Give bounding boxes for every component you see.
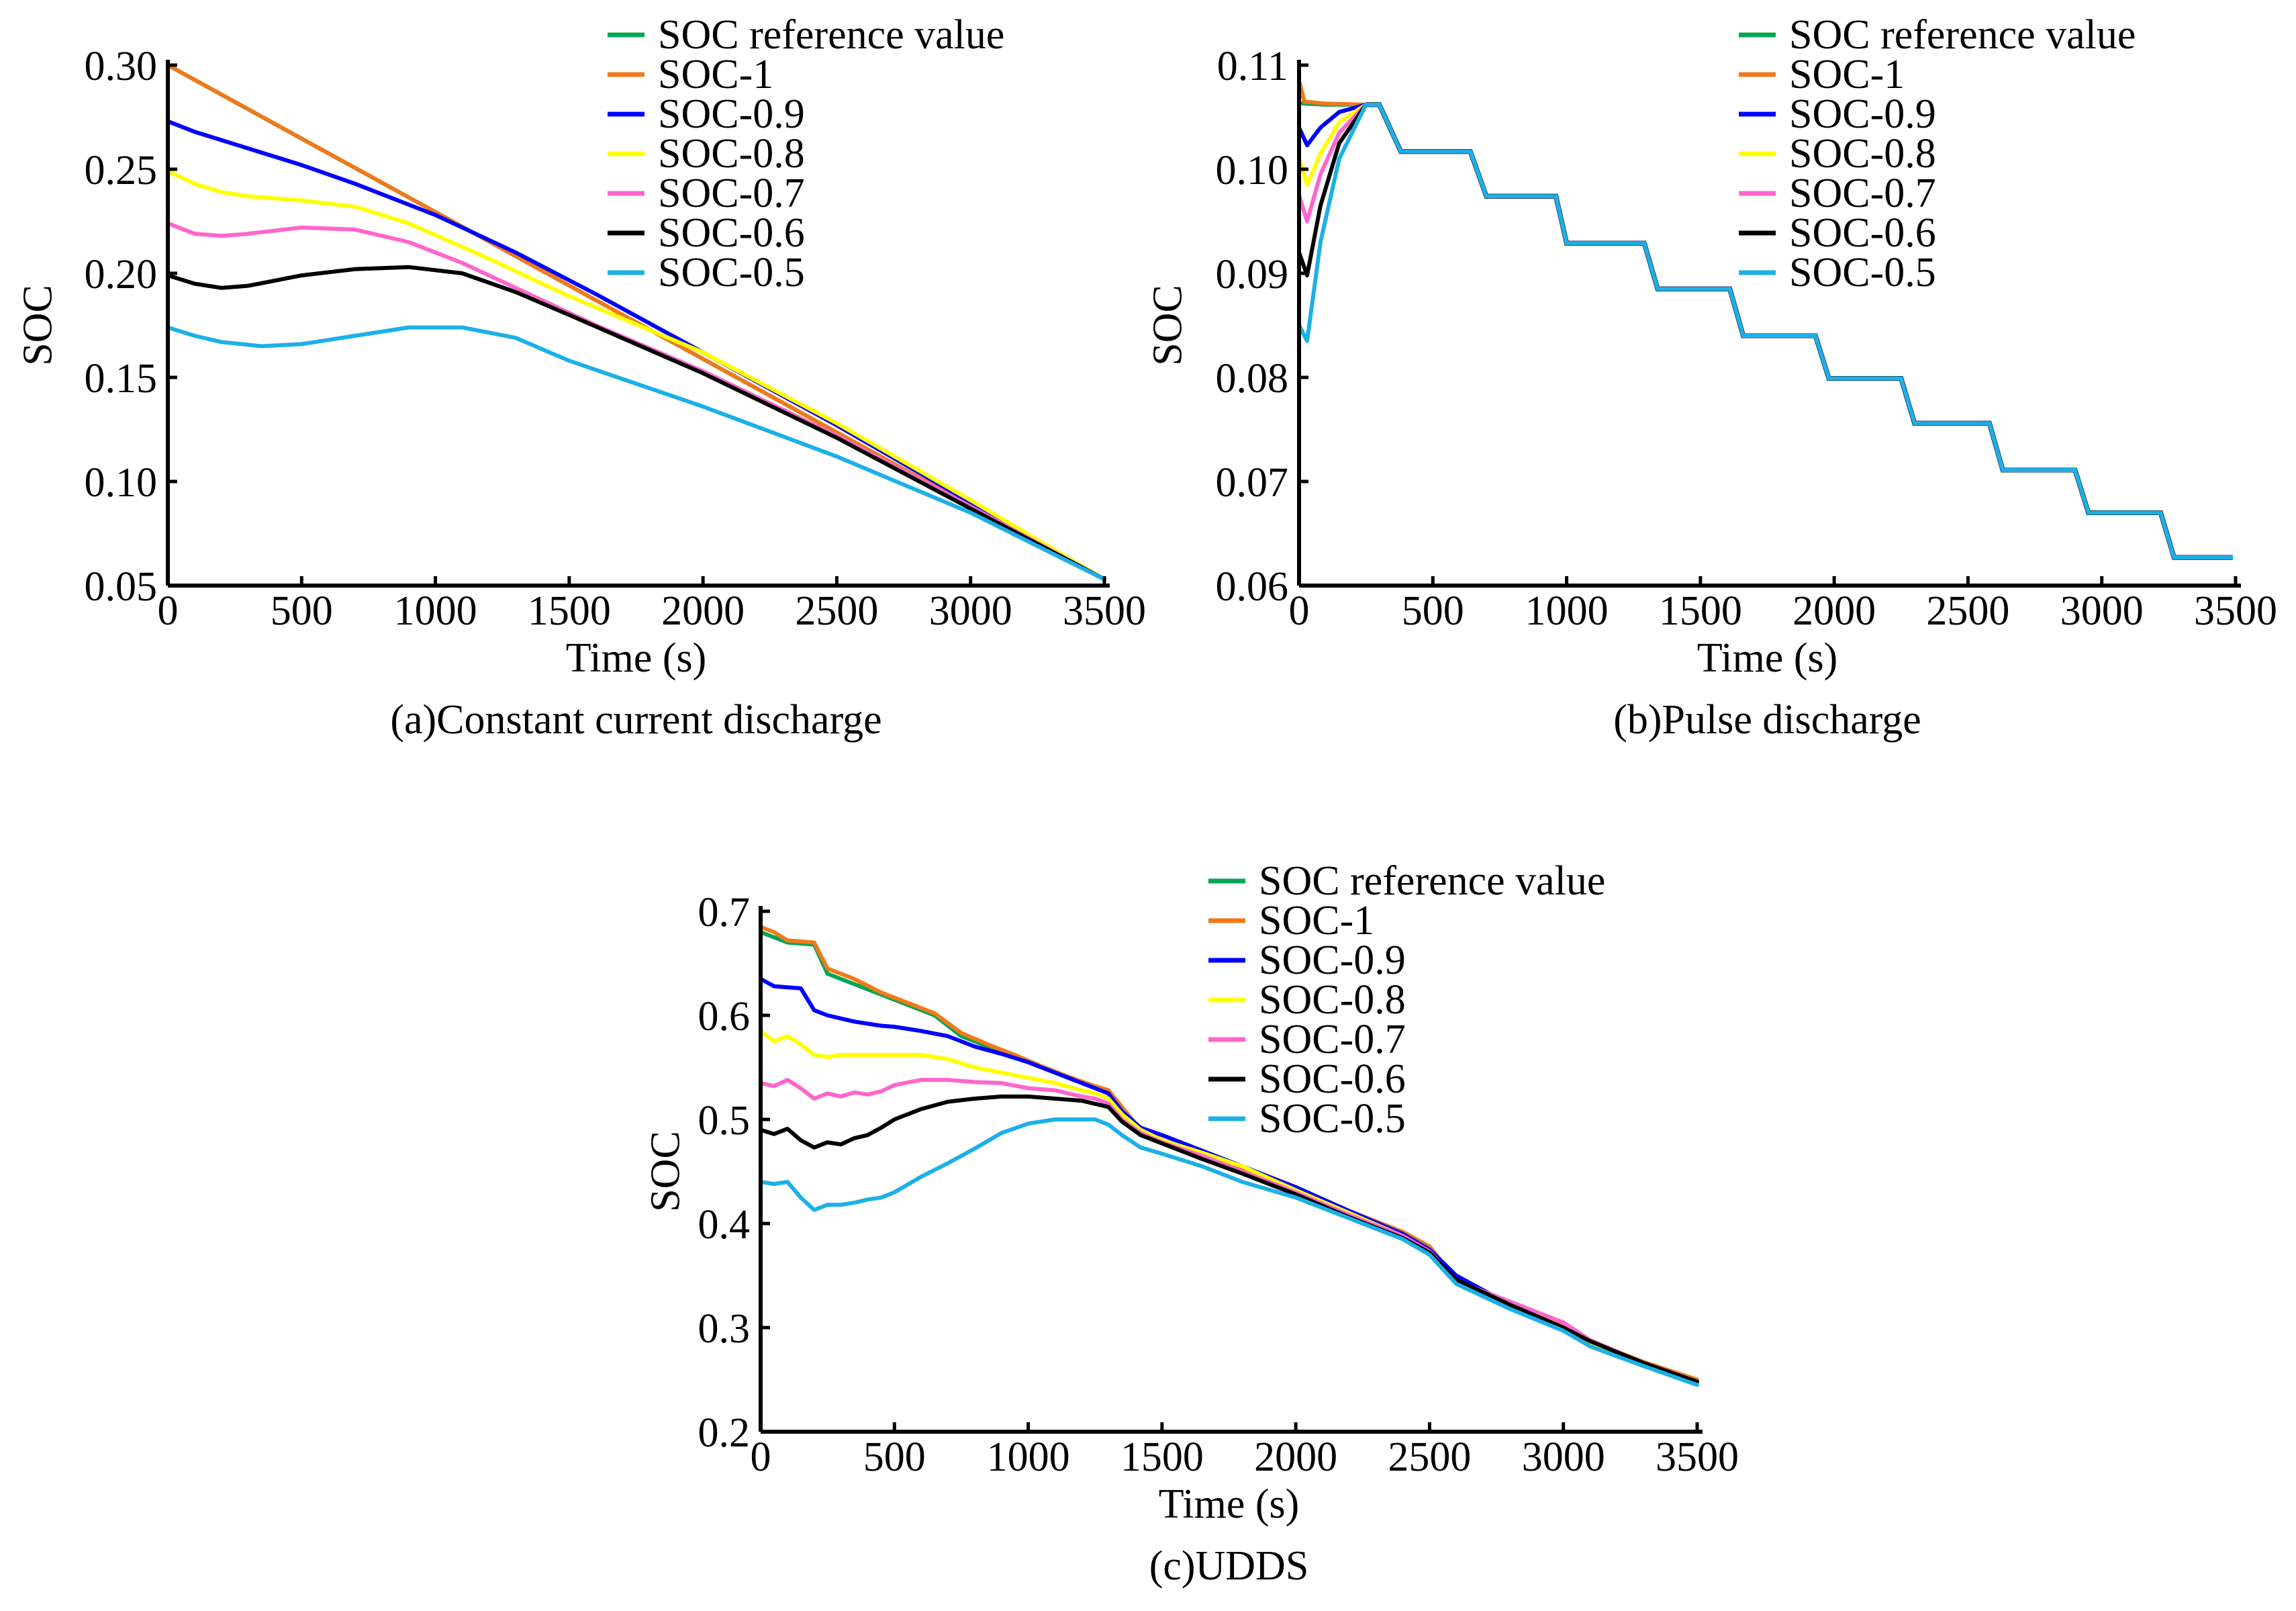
x-tick-label: 3500 (1063, 588, 1146, 634)
chart-panel-c: 0 500 1000 1500 2000 2500 3000 3500 0.2 0.3 0.4 0.5… (643, 858, 1739, 1589)
legend-label: SOC-0.7 (1789, 171, 1936, 216)
y-tick-label: 0.3 (698, 1306, 751, 1352)
series-line-b-4 (1297, 102, 1368, 224)
y-tick-label: 0.2 (698, 1410, 751, 1456)
legend-label: SOC reference value (658, 12, 1004, 58)
y-axis-title: SOC (643, 1131, 689, 1212)
y-tick-label: 0.15 (85, 356, 158, 402)
legend-label: SOC reference value (1259, 858, 1605, 904)
legend-label: SOC-1 (1789, 52, 1905, 97)
series-line-c-5 (759, 1094, 1699, 1384)
chart-caption: (a)Constant current discharge (390, 697, 881, 743)
y-tick-label: 0.11 (1217, 44, 1288, 89)
y-tick-label: 0.6 (698, 994, 751, 1040)
y-tick-label: 0.4 (698, 1202, 751, 1248)
y-tick-label: 0.10 (85, 460, 158, 506)
series-step-line-b-5 (1366, 102, 2233, 560)
legend-label: SOC-1 (658, 52, 773, 97)
x-tick-label: 2000 (661, 588, 745, 634)
x-tick-label: 2500 (1926, 588, 2009, 634)
y-axis-title: SOC (1145, 285, 1191, 366)
y-tick-label: 0.07 (1216, 460, 1289, 506)
legend-label: SOC-0.8 (658, 131, 805, 177)
x-tick-label: 3500 (1656, 1434, 1739, 1480)
legend-label: SOC-0.8 (1789, 131, 1936, 177)
legend-label: SOC-0.6 (658, 210, 805, 256)
y-tick-label: 0.10 (1216, 148, 1289, 193)
x-tick-label: 1000 (394, 588, 477, 634)
y-tick-label: 0.20 (85, 252, 158, 297)
legend: SOC reference valueSOC-1SOC-0.9SOC-0.8SO… (608, 12, 1004, 295)
x-tick-label: 2000 (1792, 588, 1876, 634)
series-line-c-6 (759, 1117, 1699, 1387)
x-tick-label: 3500 (2194, 588, 2277, 634)
series-line-b-3 (1297, 102, 1368, 187)
x-tick-label: 3000 (2060, 588, 2144, 634)
x-axis-title: Time (s) (1697, 635, 1838, 681)
y-tick-label: 0.06 (1216, 564, 1289, 610)
series-line-c-1 (759, 925, 1699, 1382)
series-line-c-4 (759, 1078, 1699, 1384)
legend-label: SOC-1 (1259, 898, 1374, 943)
legend-label: SOC reference value (1789, 12, 2136, 58)
legend-label: SOC-0.6 (1259, 1056, 1406, 1102)
x-axis-title: Time (s) (1159, 1481, 1300, 1527)
legend-label: SOC-0.7 (1259, 1017, 1406, 1062)
series-line-a-6 (166, 325, 1106, 582)
y-tick-label: 0.5 (698, 1098, 751, 1144)
chart-panel-b: 0 500 1000 1500 2000 2500 3000 3500 0.06 0.07 0.08… (1145, 12, 2277, 743)
x-axis-title: Time (s) (566, 635, 707, 681)
y-tick-label: 0.09 (1216, 252, 1289, 297)
series-line-b-2 (1297, 102, 1368, 148)
x-tick-label: 1500 (1659, 588, 1742, 634)
legend-label: SOC-0.6 (1789, 210, 1936, 256)
x-tick-label: 500 (863, 1434, 926, 1480)
series-line-a-4 (166, 221, 1106, 582)
legend-label: SOC-0.5 (1789, 250, 1936, 295)
legend-label: SOC-0.7 (658, 171, 805, 216)
chart-caption: (c)UDDS (1149, 1543, 1309, 1589)
legend-label: SOC-0.9 (658, 91, 805, 137)
series-line-b-6 (1297, 102, 1368, 343)
series-line-b-5 (1297, 102, 1368, 278)
legend-label: SOC-0.5 (658, 250, 805, 295)
x-tick-label: 0 (158, 588, 179, 634)
legend-label: SOC-0.5 (1259, 1096, 1406, 1142)
y-tick-label: 0.05 (85, 564, 158, 610)
x-tick-label: 2500 (795, 588, 878, 634)
series-line-a-5 (166, 265, 1106, 582)
x-tick-label: 3000 (929, 588, 1012, 634)
x-tick-label: 1500 (1120, 1434, 1204, 1480)
legend-label: SOC-0.8 (1259, 977, 1406, 1023)
legend: SOC reference valueSOC-1SOC-0.9SOC-0.8SO… (1739, 12, 2136, 295)
series-line-b-1 (1297, 79, 1368, 107)
y-axis-title: SOC (15, 285, 61, 366)
chart-caption: (b)Pulse discharge (1613, 697, 1921, 743)
x-tick-label: 2500 (1388, 1434, 1471, 1480)
series-line-c-2 (759, 976, 1699, 1384)
x-tick-label: 1000 (987, 1434, 1070, 1480)
x-tick-label: 500 (271, 588, 333, 634)
x-tick-label: 500 (1402, 588, 1464, 634)
x-tick-label: 0 (1289, 588, 1310, 634)
x-tick-label: 0 (751, 1434, 771, 1480)
y-tick-label: 0.25 (85, 148, 158, 193)
legend-label: SOC-0.9 (1259, 937, 1406, 983)
chart-panel-a: 0 500 1000 1500 2000 2500 3000 3500 0.05 0.10 0.15… (15, 12, 1146, 743)
legend: SOC reference valueSOC-1SOC-0.9SOC-0.8SO… (1208, 858, 1605, 1142)
y-tick-label: 0.30 (85, 44, 158, 89)
legend-label: SOC-0.9 (1789, 91, 1936, 137)
x-tick-label: 1500 (528, 588, 611, 634)
y-tick-label: 0.08 (1216, 356, 1289, 402)
x-tick-label: 3000 (1522, 1434, 1605, 1480)
x-tick-label: 2000 (1254, 1434, 1337, 1480)
series-line-a-3 (166, 169, 1106, 582)
x-tick-label: 1000 (1525, 588, 1609, 634)
y-tick-label: 0.7 (698, 890, 751, 935)
